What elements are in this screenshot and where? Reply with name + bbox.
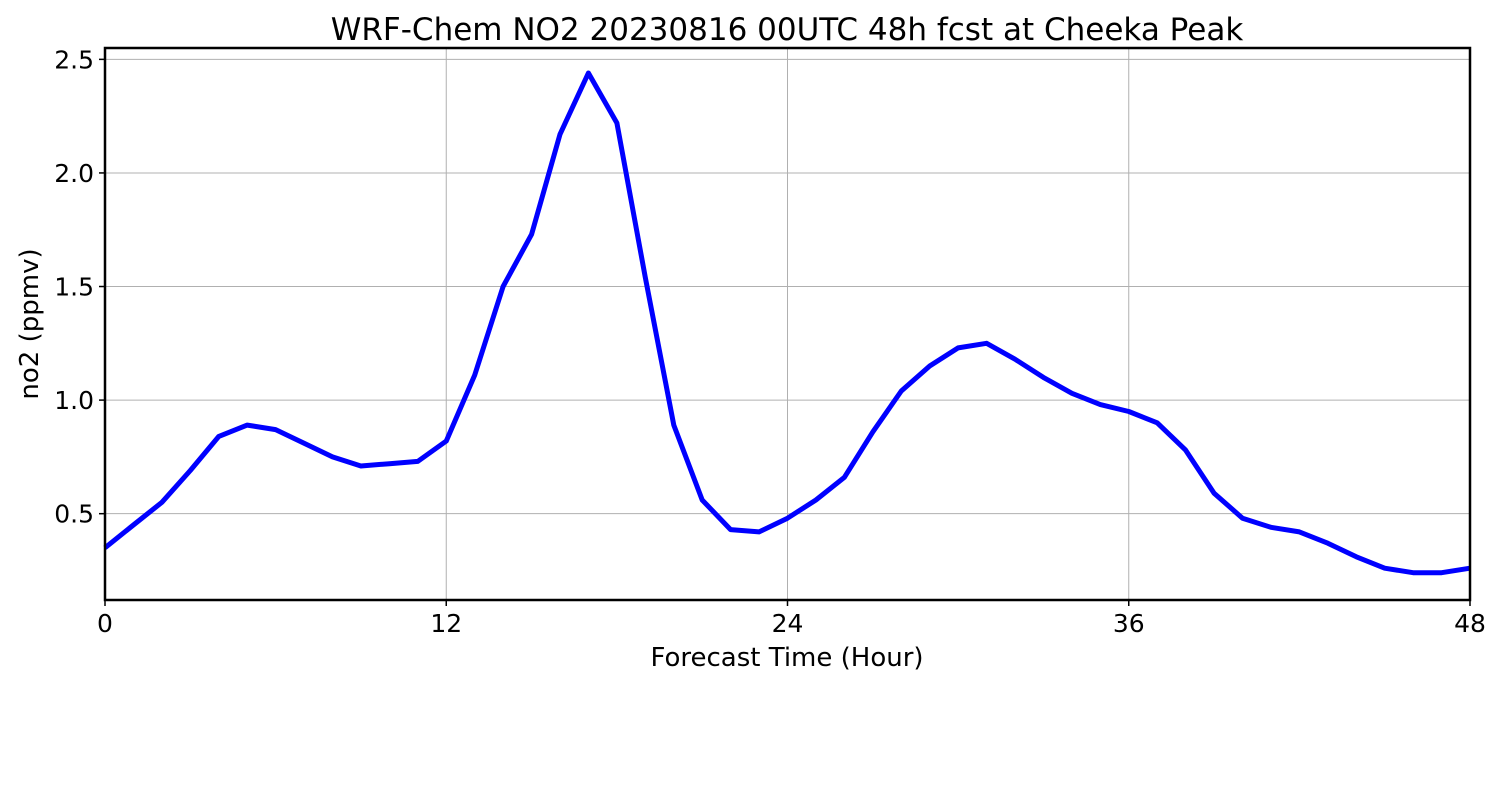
series-group <box>103 70 1471 576</box>
y-axis-label: no2 (ppmv) <box>15 248 45 399</box>
x-tick-label: 12 <box>430 609 462 638</box>
x-axis-label: Forecast Time (Hour) <box>650 643 923 673</box>
x-tick-label: 36 <box>1113 609 1145 638</box>
y-tick-label: 1.5 <box>54 273 94 302</box>
grid-lines <box>105 48 1470 600</box>
axis-ticks: 0 12 24 36 48 0.5 1.0 1.5 2.0 2.5 <box>54 45 1486 638</box>
y-tick-label: 0.5 <box>54 500 94 529</box>
chart-title: WRF-Chem NO2 20230816 00UTC 48h fcst at … <box>331 12 1244 48</box>
x-tick-label: 48 <box>1454 609 1486 638</box>
x-tick-label: 0 <box>97 609 113 638</box>
y-tick-label: 1.0 <box>54 386 94 415</box>
y-tick-label: 2.0 <box>54 159 94 188</box>
no2-series-line <box>103 70 1471 576</box>
y-tick-label: 2.5 <box>54 45 94 74</box>
x-tick-label: 24 <box>772 609 804 638</box>
